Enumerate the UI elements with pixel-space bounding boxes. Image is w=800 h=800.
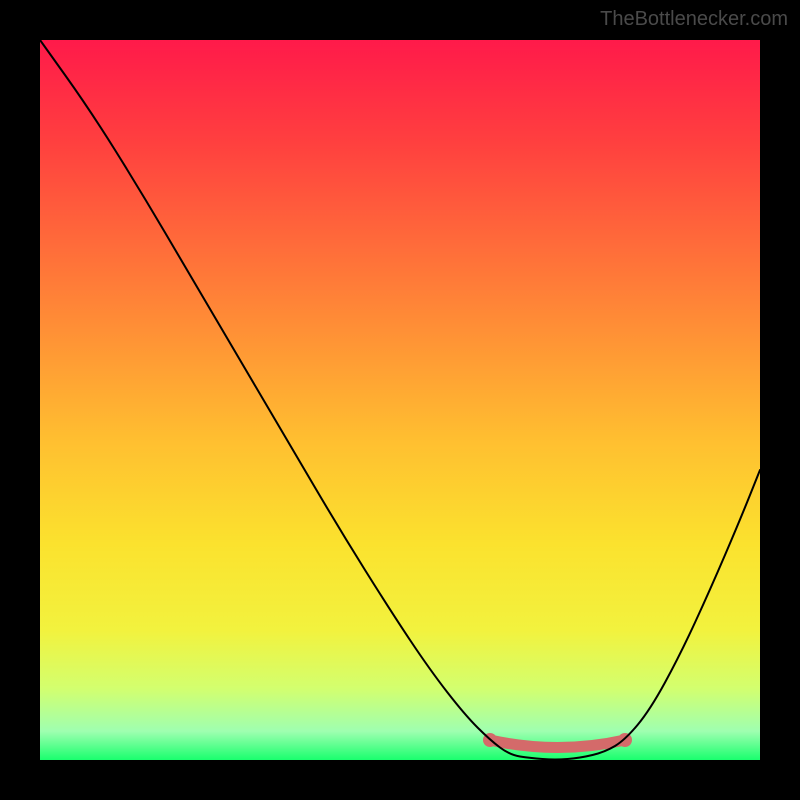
chart-container: TheBottlenecker.com bbox=[0, 0, 800, 800]
trough-end-dot bbox=[618, 733, 632, 747]
bottleneck-chart bbox=[0, 0, 800, 800]
watermark-text: TheBottlenecker.com bbox=[600, 8, 788, 31]
plot-area bbox=[40, 40, 760, 760]
